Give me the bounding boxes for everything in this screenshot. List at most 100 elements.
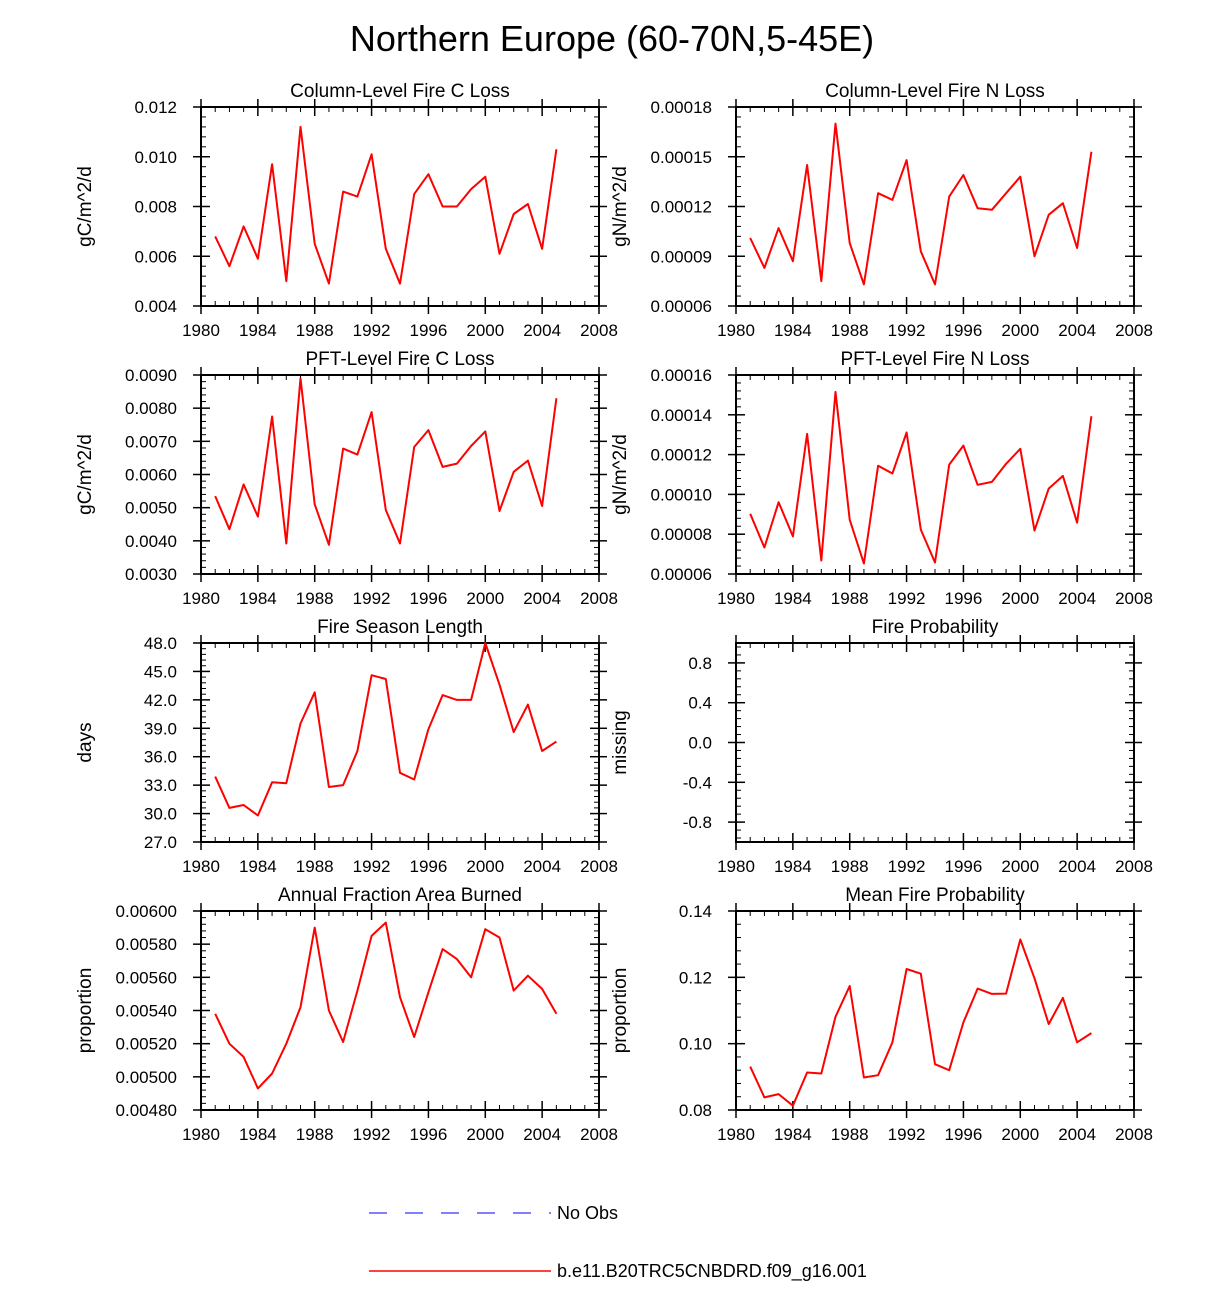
x-tick-label: 2008	[580, 1125, 618, 1144]
y-axis-label: gN/m^2/d	[610, 434, 631, 515]
x-tick-label: 2000	[466, 1125, 504, 1144]
x-tick-label: 2008	[1115, 1125, 1153, 1144]
y-tick-label: 0.12	[679, 968, 712, 987]
x-tick-label: 1996	[945, 321, 983, 340]
y-tick-label: 42.0	[144, 691, 177, 710]
plot-frame	[200, 910, 600, 1111]
panel-1: Column-Level Fire C Loss gC/m^2/d 1980 1984…	[75, 81, 618, 340]
y-tick-label: 0.00014	[651, 406, 712, 425]
x-tick-label: 1980	[182, 1125, 220, 1144]
x-tick-label: 1992	[353, 1125, 391, 1144]
x-tick-label: 2004	[1058, 1125, 1096, 1144]
y-tick-label: 0.10	[679, 1035, 712, 1054]
y-tick-label: 0.008	[134, 198, 177, 217]
x-tick-label: 2000	[1001, 857, 1039, 876]
page-title: Northern Europe (60-70N,5-45E)	[349, 18, 875, 59]
x-tick-label: 1992	[353, 857, 391, 876]
y-tick-label: 0.00600	[116, 902, 177, 921]
series-line	[749, 390, 1093, 565]
x-tick-label: 1984	[774, 857, 812, 876]
series-line	[214, 642, 557, 817]
y-tick-label: 27.0	[144, 833, 177, 852]
x-tick-label: 1980	[717, 589, 755, 608]
y-axis-label: days	[75, 722, 96, 762]
y-tick-label: 0.00580	[116, 935, 177, 954]
y-tick-label: 0.00009	[651, 247, 712, 266]
x-tick-label: 1992	[888, 857, 926, 876]
x-tick-label: 1992	[888, 321, 926, 340]
panel-title: Fire Season Length	[317, 617, 483, 638]
x-tick-label: 1980	[717, 321, 755, 340]
x-tick-label: 2008	[580, 857, 618, 876]
panel-8: Mean Fire Probability proportion 1980 1984 1…	[610, 885, 1153, 1144]
x-tick-label: 1984	[239, 857, 277, 876]
panel-2: Column-Level Fire N Loss gN/m^2/d 1980 1984…	[610, 81, 1153, 340]
y-tick-label: 0.00016	[651, 366, 712, 385]
x-tick-label: 1996	[945, 857, 983, 876]
y-tick-label: 39.0	[144, 719, 177, 738]
y-tick-label: 30.0	[144, 805, 177, 824]
y-tick-label: 0.00010	[651, 485, 712, 504]
y-tick-label: 0.006	[134, 247, 177, 266]
y-axis-label: gN/m^2/d	[610, 166, 631, 247]
x-tick-label: 1992	[353, 321, 391, 340]
series-line	[749, 938, 1092, 1107]
x-tick-label: 1992	[353, 589, 391, 608]
x-tick-label: 1996	[410, 589, 448, 608]
y-axis-label: proportion	[610, 968, 631, 1054]
y-tick-label: 0.012	[134, 98, 177, 117]
y-tick-label: 0.0070	[125, 432, 177, 451]
x-tick-label: 1992	[888, 1125, 926, 1144]
y-tick-label: 36.0	[144, 748, 177, 767]
x-tick-label: 1988	[296, 1125, 334, 1144]
x-tick-label: 1996	[945, 1125, 983, 1144]
x-tick-label: 1980	[717, 1125, 755, 1144]
x-tick-label: 1996	[410, 321, 448, 340]
y-tick-label: 0.0	[688, 734, 712, 753]
panel-5: Fire Season Length days 1980 1984 1988 1992 19…	[75, 617, 618, 876]
panel-4: PFT-Level Fire N Loss gN/m^2/d 1980 1984 198…	[610, 349, 1153, 608]
y-axis-label: missing	[610, 710, 631, 774]
y-axis-label: proportion	[75, 968, 96, 1054]
x-tick-label: 2008	[580, 321, 618, 340]
x-tick-label: 2000	[1001, 1125, 1039, 1144]
x-tick-label: 1980	[182, 589, 220, 608]
y-tick-label: 0.08	[679, 1101, 712, 1120]
y-tick-label: 0.00480	[116, 1101, 177, 1120]
y-tick-label: 0.00008	[651, 525, 712, 544]
y-tick-label: 0.00006	[651, 565, 712, 584]
series-line	[214, 921, 558, 1090]
x-tick-label: 2004	[1058, 321, 1096, 340]
x-tick-label: 1992	[888, 589, 926, 608]
x-tick-label: 2000	[466, 857, 504, 876]
panel-3: PFT-Level Fire C Loss gC/m^2/d 1980 1984 198…	[75, 349, 618, 608]
y-tick-label: 0.0060	[125, 466, 177, 485]
x-tick-label: 1996	[410, 1125, 448, 1144]
plot-frame	[735, 910, 1135, 1111]
x-tick-label: 2008	[1115, 589, 1153, 608]
y-tick-label: 0.0090	[125, 366, 177, 385]
x-tick-label: 1996	[410, 857, 448, 876]
x-tick-label: 2000	[1001, 589, 1039, 608]
y-tick-label: 0.00012	[651, 198, 712, 217]
x-tick-label: 2000	[1001, 321, 1039, 340]
series-line	[749, 122, 1093, 286]
panel-title: Mean Fire Probability	[845, 885, 1025, 906]
y-tick-label: 0.8	[688, 654, 712, 673]
y-tick-label: 0.00006	[651, 297, 712, 316]
panel-title: Annual Fraction Area Burned	[278, 885, 522, 906]
y-tick-label: 0.00520	[116, 1035, 177, 1054]
plot-frame	[735, 374, 1135, 575]
x-tick-label: 1984	[774, 1125, 812, 1144]
x-tick-label: 1980	[717, 857, 755, 876]
panel-title: PFT-Level Fire C Loss	[306, 349, 495, 370]
legend-label: No Obs	[557, 1203, 618, 1223]
x-tick-label: 2000	[466, 321, 504, 340]
y-tick-label: 0.010	[134, 148, 177, 167]
y-tick-label: 0.0080	[125, 399, 177, 418]
x-tick-label: 2008	[580, 589, 618, 608]
y-tick-label: 0.00500	[116, 1068, 177, 1087]
x-tick-label: 2004	[523, 857, 561, 876]
x-tick-label: 1988	[831, 589, 869, 608]
